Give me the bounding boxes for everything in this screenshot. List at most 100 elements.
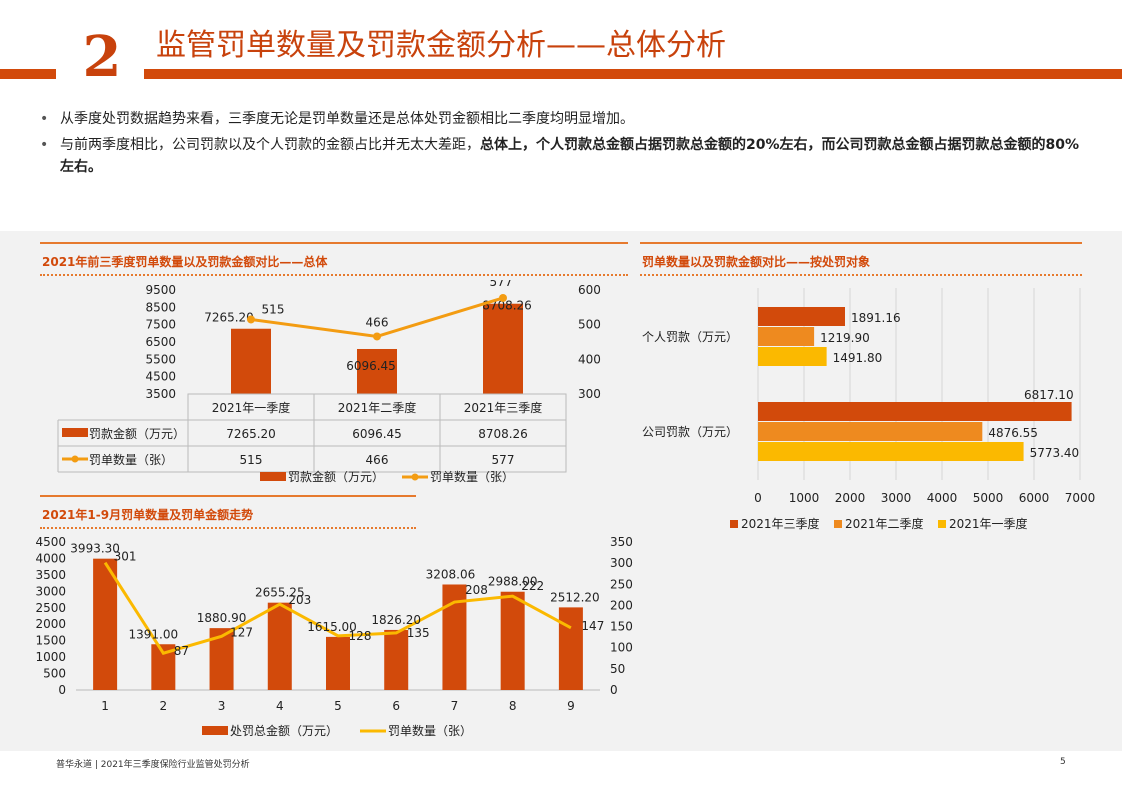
x-tick-label: 7 — [451, 699, 459, 713]
y-right-tick-label: 200 — [610, 598, 633, 612]
x-tick-label: 5000 — [973, 491, 1004, 505]
y-right-tick-label: 400 — [578, 352, 601, 366]
x-tick-label: 2000 — [835, 491, 866, 505]
y-left-tick-label: 2000 — [35, 617, 66, 631]
bullet-list: • 从季度处罚数据趋势来看，三季度无论是罚单数量还是总体处罚金额相比二季度均明显… — [40, 108, 1090, 182]
bullet-item: • 从季度处罚数据趋势来看，三季度无论是罚单数量还是总体处罚金额相比二季度均明显… — [40, 108, 1090, 130]
line-data-label: 135 — [407, 626, 430, 640]
y-right-tick-label: 300 — [610, 556, 633, 570]
y-left-tick-label: 2500 — [35, 601, 66, 615]
y-left-tick-label: 9500 — [145, 283, 176, 297]
bullet-text: 与前两季度相比，公司罚款以及个人罚款的金额占比并无太大差距， — [60, 137, 480, 153]
x-tick-label: 3000 — [881, 491, 912, 505]
page-title: 监管罚单数量及罚款金额分析——总体分析 — [156, 28, 726, 63]
y-left-tick-label: 1500 — [35, 634, 66, 648]
bar-data-label: 3993.30 — [70, 542, 120, 556]
line-data-label: 128 — [349, 629, 372, 643]
bar — [758, 347, 827, 366]
line-data-label: 515 — [262, 302, 285, 316]
footer-text: 普华永道 | 2021年三季度保险行业监管处罚分析 — [56, 760, 250, 770]
bullet-dot-icon: • — [40, 137, 49, 153]
bar-data-label: 6817.10 — [1024, 388, 1074, 402]
y-right-tick-label: 150 — [610, 620, 633, 634]
y-left-tick-label: 4000 — [35, 551, 66, 565]
bar-data-label: 3208.06 — [426, 567, 476, 581]
table-frame — [187, 393, 567, 473]
legend-key — [938, 520, 946, 528]
x-tick-label: 7000 — [1065, 491, 1096, 505]
bar — [483, 303, 523, 394]
legend-label: 处罚总金额（万元） — [230, 723, 338, 738]
line-point — [499, 293, 507, 302]
chart3-combo-chart: 4500400035003000250020001500100050003503… — [35, 535, 633, 738]
table-cell: 8708.26 — [478, 427, 528, 441]
legend-label: 2021年一季度 — [949, 516, 1028, 531]
x-tick-label: 6 — [392, 699, 400, 713]
x-tick-label: 4 — [276, 699, 284, 713]
section-dots — [40, 274, 628, 276]
y-left-tick-label: 8500 — [145, 300, 176, 314]
bar-data-label: 7265.20 — [204, 311, 254, 325]
legend-line-key — [411, 473, 419, 481]
y-right-tick-label: 50 — [610, 662, 625, 676]
table-cell: 6096.45 — [352, 427, 402, 441]
bullet-dot-icon: • — [40, 111, 49, 127]
x-tick-label: 6000 — [1019, 491, 1050, 505]
line-point — [247, 315, 255, 324]
bar — [357, 348, 397, 394]
bar-data-label: 6096.45 — [346, 359, 396, 373]
line-point — [373, 332, 381, 341]
line-data-label: 147 — [581, 619, 604, 633]
line-data-label: 301 — [114, 550, 137, 564]
table-cell: 7265.20 — [226, 427, 276, 441]
x-tick-label: 0 — [754, 491, 762, 505]
line-data-label: 203 — [288, 593, 311, 607]
bar-data-label: 1491.80 — [833, 351, 883, 365]
section-dots — [640, 274, 1082, 276]
y-left-tick-label: 7500 — [145, 318, 176, 332]
y-left-tick-label: 500 — [43, 667, 66, 681]
x-tick-label: 4000 — [927, 491, 958, 505]
bar-data-label: 1880.90 — [197, 611, 247, 625]
line-data-label: 127 — [230, 625, 253, 639]
bar — [758, 442, 1024, 461]
bar — [558, 607, 583, 690]
bar — [93, 558, 118, 690]
table-cell: 515 — [240, 453, 263, 467]
line-data-label: 466 — [366, 315, 389, 329]
y-right-tick-label: 500 — [578, 318, 601, 332]
bar-data-label: 1615.00 — [307, 620, 357, 634]
y-left-tick-label: 5500 — [145, 352, 176, 366]
table-row-label: 罚单数量（张） — [89, 452, 173, 467]
legend-label: 罚单数量（张） — [430, 469, 514, 484]
x-tick-label: 5 — [334, 699, 342, 713]
y-left-tick-label: 4500 — [35, 535, 66, 549]
bullet-item: • 与前两季度相比，公司罚款以及个人罚款的金额占比并无太大差距，总体上，个人罚款… — [40, 134, 1090, 178]
y-left-tick-label: 3500 — [35, 568, 66, 582]
bar — [384, 629, 409, 690]
chart2-horizontal-bar-chart: 0 1000 2000 3000 4000 5000 6000 7000 个人罚款（万元） 189… — [642, 288, 1096, 531]
bar-data-label: 1891.16 — [851, 311, 901, 325]
bar — [500, 591, 525, 690]
y-left-tick-label: 1000 — [35, 650, 66, 664]
table-legend-bar-key — [62, 428, 88, 437]
y-right-tick-label: 300 — [578, 387, 601, 401]
line-data-label: 222 — [521, 579, 544, 593]
table-row-label: 罚款金额（万元） — [89, 426, 185, 441]
y-right-tick-label: 350 — [610, 535, 633, 549]
line-data-label: 87 — [174, 644, 189, 658]
y-left-tick-label: 6500 — [145, 335, 176, 349]
y-left-tick-label: 4500 — [145, 370, 176, 384]
bar — [758, 422, 983, 441]
line-data-label: 577 — [490, 280, 513, 289]
bullet-text-bold: 总体上，个人罚款总金额占据罚款总金额的20%左右，而公司罚款总金额占据罚款总金额… — [60, 137, 1080, 175]
y-right-tick-label: 250 — [610, 577, 633, 591]
bar — [758, 402, 1072, 421]
table-cell: 577 — [492, 453, 515, 467]
chart1-combo-chart: 9500 8500 7500 6500 5500 4500 3500 600 500 400 300… — [57, 280, 601, 484]
table-legend-line-key — [71, 455, 79, 463]
bar-data-label: 2988.00 — [488, 575, 538, 589]
y-right-tick-label: 600 — [578, 283, 601, 297]
section-number: 2 — [82, 24, 122, 90]
y-category-label: 个人罚款（万元） — [642, 330, 738, 344]
